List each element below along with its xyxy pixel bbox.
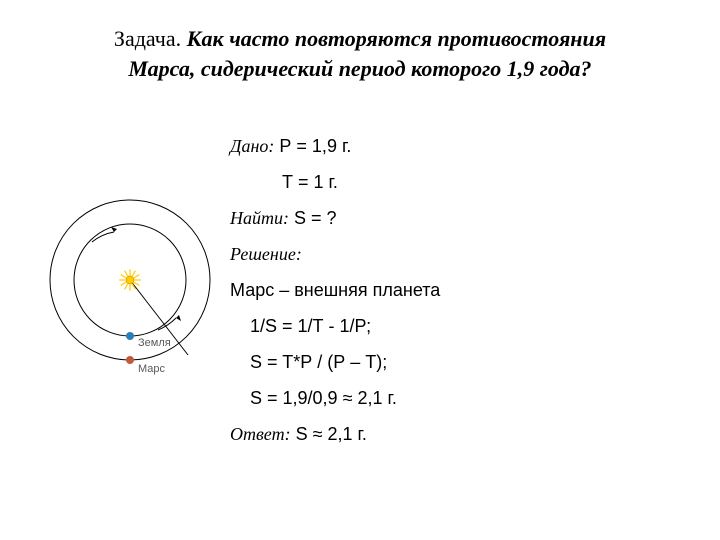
given-value-1: Р = 1,9 г. — [279, 136, 351, 156]
solution-line-2: 1/S = 1/Т - 1/Р; — [230, 308, 660, 344]
answer-value: S ≈ 2,1 г. — [296, 424, 367, 444]
solution-text: Дано: Р = 1,9 г. Т = 1 г. Найти: S = ? Р… — [230, 128, 660, 452]
earth-dot — [126, 332, 134, 340]
mars-label: Марс — [138, 363, 166, 375]
inner-arrow-head — [111, 227, 117, 232]
sun-icon — [119, 269, 141, 291]
solution-label: Решение: — [230, 236, 660, 272]
inner-arrow — [92, 232, 114, 242]
given-line-1: Дано: Р = 1,9 г. — [230, 128, 660, 164]
find-line: Найти: S = ? — [230, 200, 660, 236]
answer-label: Ответ: — [230, 424, 291, 444]
answer-line: Ответ: S ≈ 2,1 г. — [230, 416, 660, 452]
earth-label: Земля — [138, 337, 171, 349]
find-label: Найти: — [230, 208, 289, 228]
orbit-diagram: Земля Марс — [30, 180, 230, 380]
given-label: Дано: — [230, 136, 274, 156]
problem-title: Задача. Как часто повторяются противосто… — [0, 24, 720, 83]
outer-arrow-head — [176, 315, 181, 321]
solution-line-3: S = T*Р / (Р – T); — [230, 344, 660, 380]
given-line-2: Т = 1 г. — [230, 164, 660, 200]
title-italic-1: Как часто повторяются противостояния — [187, 26, 606, 51]
solution-line-1: Марс – внешняя планета — [230, 272, 660, 308]
slide-page: Задача. Как часто повторяются противосто… — [0, 0, 720, 540]
solution-line-4: S = 1,9/0,9 ≈ 2,1 г. — [230, 380, 660, 416]
title-italic-2: Марса, сидерический период которого 1,9 … — [128, 56, 591, 81]
find-value: S = ? — [294, 208, 337, 228]
orbit-svg: Земля Марс — [30, 180, 230, 380]
mars-dot — [126, 356, 134, 364]
title-prefix: Задача. — [114, 26, 181, 51]
